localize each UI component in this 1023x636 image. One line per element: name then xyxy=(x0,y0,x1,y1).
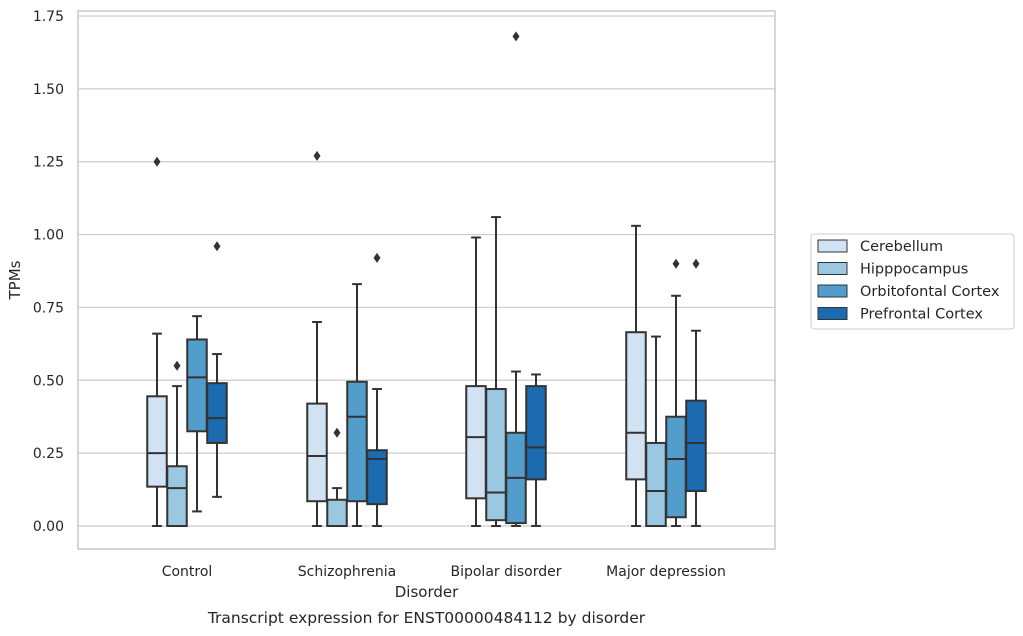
box-body xyxy=(206,382,228,444)
outlier-point xyxy=(333,427,341,438)
box-control-hipppocampus xyxy=(166,360,188,527)
y-axis-label: TPMs xyxy=(6,260,24,300)
box-body xyxy=(525,385,547,481)
outlier-point xyxy=(373,252,381,263)
x-tick-label: Bipolar disorder xyxy=(450,564,561,580)
box-schizophrenia-hipppocampus xyxy=(326,427,348,527)
box-major-depression-cerebellum xyxy=(625,224,647,527)
box-body xyxy=(346,380,368,503)
box-body xyxy=(645,441,667,528)
y-tick-label: 0.00 xyxy=(33,519,64,535)
x-tick-label: Major depression xyxy=(606,564,726,580)
box-body xyxy=(685,399,707,493)
legend-swatch xyxy=(817,307,848,320)
y-tick-label: 1.50 xyxy=(33,82,64,98)
chart-caption: Transcript expression for ENST0000048411… xyxy=(207,609,646,627)
x-tick-labels: Control Schizophrenia Bipolar disorder Majo… xyxy=(162,564,726,580)
legend-label: Cerebellum xyxy=(860,239,943,255)
box-bipolar-disorder-orbitofontal-cortex xyxy=(505,31,527,527)
x-tick-label: Control xyxy=(162,564,213,580)
y-tick-label: 0.25 xyxy=(33,446,64,462)
legend-frame xyxy=(810,233,1015,330)
box-bipolar-disorder-cerebellum xyxy=(465,236,487,527)
box-body xyxy=(326,498,348,527)
y-tick-label: 1.25 xyxy=(33,155,64,171)
box-control-prefrontal-cortex xyxy=(206,241,228,498)
legend-label: Orbitofontal Cortex xyxy=(860,284,1000,300)
y-tick-label: 0.75 xyxy=(33,300,64,316)
legend-swatch xyxy=(817,262,848,275)
box-control-cerebellum xyxy=(146,156,168,527)
x-tick-label: Schizophrenia xyxy=(298,564,396,580)
legend: Cerebellum Hipppocampus Orbitofontal Corte… xyxy=(810,233,1015,330)
outlier-point xyxy=(153,156,161,167)
box-body xyxy=(306,402,328,503)
box-body xyxy=(485,388,507,522)
legend-label: Hipppocampus xyxy=(860,262,968,278)
box-bipolar-disorder-prefrontal-cortex xyxy=(525,373,547,527)
legend-label: Prefrontal Cortex xyxy=(860,307,983,323)
outlier-point xyxy=(213,241,221,252)
box-control-orbitofontal-cortex xyxy=(186,315,208,513)
box-body xyxy=(625,331,647,481)
y-tick-labels: 0.00 0.25 0.50 0.75 1.00 1.25 1.50 1.75 xyxy=(33,9,64,535)
x-axis-label: Disorder xyxy=(395,583,459,601)
outlier-point xyxy=(173,360,181,371)
box-schizophrenia-cerebellum xyxy=(306,150,328,527)
outlier-point xyxy=(672,258,680,269)
box-plots xyxy=(146,31,707,528)
box-major-depression-orbitofontal-cortex xyxy=(665,258,687,527)
box-bipolar-disorder-hipppocampus xyxy=(485,216,507,527)
box-body xyxy=(665,415,687,519)
outlier-point xyxy=(692,258,700,269)
box-body xyxy=(166,465,188,527)
legend-swatch xyxy=(817,284,848,298)
y-tick-label: 0.50 xyxy=(33,373,64,389)
box-major-depression-prefrontal-cortex xyxy=(685,258,707,527)
outlier-point xyxy=(512,31,520,42)
box-body xyxy=(146,395,168,488)
box-body xyxy=(186,338,208,433)
box-body xyxy=(366,449,388,506)
legend-swatch xyxy=(817,239,848,253)
box-schizophrenia-prefrontal-cortex xyxy=(366,252,388,527)
outlier-point xyxy=(313,150,321,161)
box-major-depression-hipppocampus xyxy=(645,335,667,528)
box-schizophrenia-orbitofontal-cortex xyxy=(346,283,368,527)
plot-frame xyxy=(77,10,776,550)
box-body xyxy=(465,385,487,500)
y-tick-label: 1.75 xyxy=(33,9,64,25)
y-tick-label: 1.00 xyxy=(33,228,64,244)
